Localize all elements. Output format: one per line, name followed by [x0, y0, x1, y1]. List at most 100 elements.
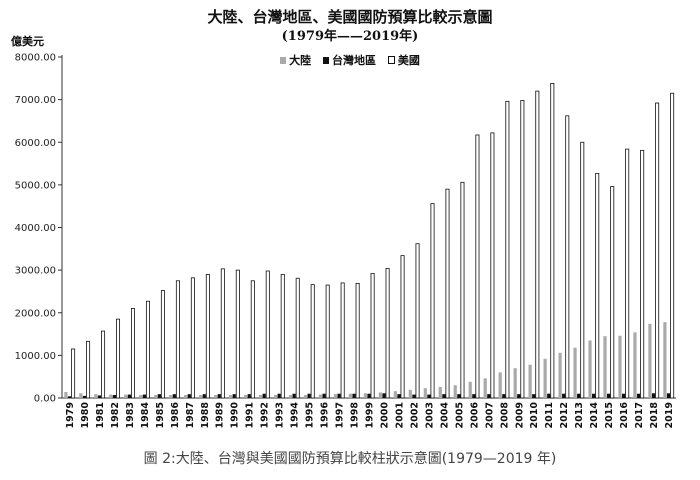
bar-taiwan	[666, 393, 671, 398]
bar-usa	[116, 318, 121, 399]
bar-taiwan	[562, 393, 566, 398]
bar-taiwan	[636, 393, 641, 398]
bar-mainland	[378, 392, 382, 398]
bar-usa	[145, 300, 150, 399]
y-tick-label: 0.00	[34, 394, 56, 405]
bar-usa	[190, 277, 195, 399]
bar-usa	[86, 340, 91, 399]
bar-taiwan	[367, 393, 371, 398]
x-tick-label: 1993	[275, 402, 286, 428]
bar-taiwan	[547, 393, 551, 398]
x-tick-label: 2013	[574, 402, 585, 428]
bar-taiwan	[472, 394, 476, 398]
bar-taiwan	[82, 395, 87, 398]
legend: 大陸 台灣地區 美國	[0, 52, 700, 68]
bar-mainland	[333, 394, 338, 398]
y-tick-label: 8000.00	[15, 53, 56, 64]
legend-swatch-taiwan	[323, 56, 329, 64]
bar-mainland	[348, 393, 353, 398]
bar-mainland	[663, 322, 667, 398]
bar-taiwan	[232, 394, 236, 398]
bar-usa	[490, 132, 495, 399]
bar-taiwan	[382, 393, 386, 398]
bar-usa	[310, 284, 315, 399]
legend-swatch-mainland	[280, 56, 287, 64]
bar-usa	[400, 255, 405, 399]
bar-usa	[160, 290, 165, 399]
bar-usa	[265, 270, 270, 399]
bar-mainland	[303, 395, 308, 398]
bar-taiwan	[112, 395, 117, 398]
chart-subtitle: (1979年——2019年)	[281, 29, 419, 44]
bar-mainland	[438, 386, 442, 398]
bar-taiwan	[277, 393, 281, 398]
bar-taiwan	[457, 394, 461, 398]
bar-mainland	[408, 389, 412, 398]
x-tick-label: 1990	[230, 402, 241, 429]
bar-taiwan	[397, 394, 401, 398]
x-tick-label: 2007	[484, 402, 495, 428]
bar-mainland	[214, 395, 218, 398]
x-tick-label: 2010	[529, 402, 540, 429]
x-tick-label: 1994	[290, 402, 301, 429]
x-tick-label: 2004	[439, 402, 450, 429]
bar-mainland	[288, 395, 293, 398]
x-tick-label: 2000	[379, 402, 390, 429]
y-tick-label: 5000.00	[15, 180, 56, 191]
bar-taiwan	[217, 394, 221, 398]
bar-mainland	[573, 347, 577, 398]
legend-label-usa: 美國	[397, 54, 420, 67]
x-tick-label: 2019	[664, 402, 675, 428]
x-tick-label: 2015	[604, 402, 615, 428]
bar-taiwan	[307, 393, 311, 398]
legend-swatch-usa	[387, 56, 395, 64]
bar-usa	[370, 273, 375, 399]
x-tick-label: 1979	[65, 402, 76, 428]
x-tick-label: 1980	[80, 402, 91, 429]
bar-mainland	[184, 395, 188, 398]
y-tick-label: 6000.00	[15, 138, 56, 149]
bar-usa	[71, 348, 76, 399]
x-tick-label: 2005	[454, 402, 465, 428]
x-tick-label: 2009	[514, 402, 525, 428]
bar-taiwan	[322, 393, 326, 398]
x-tick-label: 1992	[260, 402, 271, 428]
bar-taiwan	[247, 394, 251, 398]
x-tick-label: 2002	[409, 402, 420, 428]
bar-mainland	[94, 394, 98, 398]
bar-mainland	[423, 388, 427, 398]
x-tick-label: 2001	[394, 402, 405, 428]
bar-usa	[175, 280, 180, 399]
x-tick-label: 1997	[335, 402, 346, 428]
bar-mainland	[618, 335, 622, 398]
x-tick-label: 2011	[544, 402, 555, 428]
bar-usa	[565, 115, 570, 399]
bar-taiwan	[157, 394, 161, 398]
bar-taiwan	[97, 395, 102, 398]
bar-usa	[535, 90, 540, 399]
bar-usa	[430, 203, 435, 399]
bar-usa	[220, 268, 225, 399]
bar-chart: 0.00 1000.00 2000.00 3000.00 4000.00 5000.00 6…	[15, 53, 676, 429]
bar-mainland	[229, 395, 233, 398]
bar-mainland	[139, 395, 143, 398]
bar-mainland	[109, 394, 113, 398]
x-tick-label: 2018	[649, 402, 660, 429]
bar-taiwan	[577, 393, 581, 398]
bar-mainland	[528, 364, 532, 398]
bar-mainland	[393, 391, 397, 398]
bar-usa	[340, 282, 345, 399]
x-tick-label: 1988	[200, 402, 211, 429]
y-tick-label: 4000.00	[15, 223, 56, 234]
bar-usa	[415, 243, 420, 399]
legend-item-taiwan: 台灣地區	[323, 52, 376, 68]
x-tick-label: 1996	[320, 402, 331, 429]
bar-taiwan	[517, 394, 521, 398]
bar-mainland	[468, 381, 472, 398]
x-tick-label: 1991	[245, 402, 256, 428]
bar-mainland	[543, 358, 547, 398]
x-tick-label: 2017	[634, 402, 645, 428]
bar-mainland	[79, 393, 83, 398]
bar-mainland	[124, 394, 128, 398]
bar-usa	[130, 308, 135, 399]
